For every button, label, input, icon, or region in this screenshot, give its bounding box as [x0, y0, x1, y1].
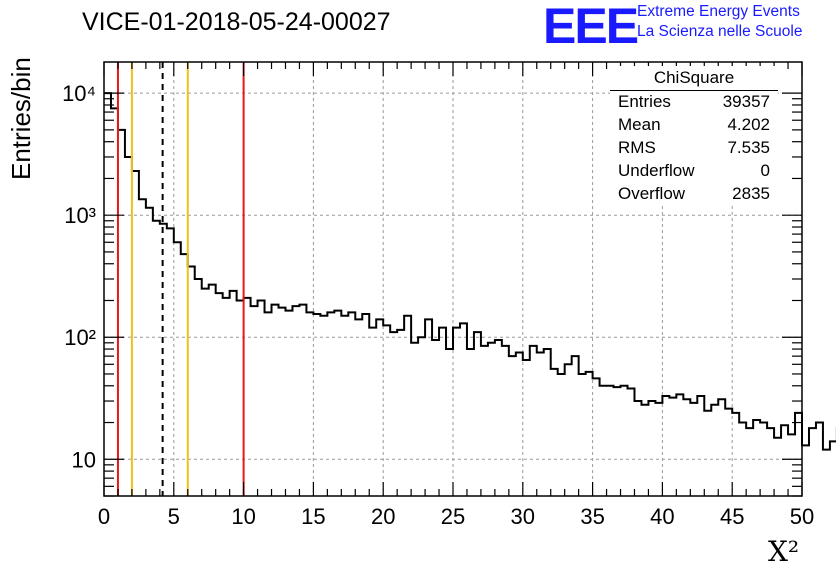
- x-tick-label: 45: [720, 504, 744, 529]
- histogram: [104, 92, 836, 451]
- stats-box: ChiSquare Entries 39357 Mean 4.202 RMS 7…: [610, 66, 778, 206]
- stats-title: ChiSquare: [653, 68, 735, 87]
- stats-value: 4.202: [727, 115, 770, 134]
- x-tick-label: 0: [98, 504, 110, 529]
- histogram-outline: [104, 92, 836, 451]
- stats-row-entries: Entries 39357: [618, 92, 770, 114]
- chart-title: VICE-01-2018-05-24-00027: [82, 8, 391, 36]
- stats-key: Underflow: [618, 161, 695, 180]
- x-tick-label: 35: [580, 504, 604, 529]
- eee-logo: EEE: [543, 0, 639, 54]
- y-tick-label: 10⁴: [62, 81, 96, 106]
- x-axis: 0 5 10 15 20 25 30 35 40 45 50: [98, 62, 814, 529]
- x-tick-label: 20: [371, 504, 395, 529]
- stats-key: Overflow: [618, 184, 686, 203]
- x-axis-label: X²: [768, 535, 800, 568]
- stats-row-underflow: Underflow 0: [618, 161, 770, 183]
- y-axis-label: Entries/bin: [6, 57, 36, 180]
- reference-lines: [116, 62, 245, 496]
- logo-subtitle-line2: La Scienza nelle Scuole: [637, 23, 803, 40]
- x-tick-label: 30: [511, 504, 535, 529]
- x-tick-label: 15: [301, 504, 325, 529]
- stats-row-rms: RMS 7.535: [618, 138, 770, 160]
- logo-subtitle-line1: Extreme Energy Events: [637, 3, 800, 20]
- y-tick-label: 10²: [64, 325, 96, 350]
- stats-key: Entries: [618, 92, 671, 111]
- y-tick-label: 10³: [64, 203, 96, 228]
- stats-value: 7.535: [727, 138, 770, 157]
- x-tick-label: 25: [441, 504, 465, 529]
- x-tick-label: 40: [650, 504, 674, 529]
- y-axis: 10 10² 10³ 10⁴: [62, 81, 802, 497]
- stats-key: RMS: [618, 138, 656, 157]
- stats-key: Mean: [618, 115, 661, 134]
- stats-value: 0: [760, 161, 770, 180]
- y-tick-label: 10: [72, 447, 96, 472]
- x-tick-label: 50: [790, 504, 814, 529]
- stats-row-overflow: Overflow 2835: [618, 184, 770, 206]
- stats-value: 39357: [722, 92, 770, 111]
- x-tick-label: 5: [168, 504, 180, 529]
- stats-divider: [610, 90, 778, 91]
- stats-row-mean: Mean 4.202: [618, 115, 770, 137]
- stats-value: 2835: [732, 184, 770, 203]
- x-tick-label: 10: [231, 504, 255, 529]
